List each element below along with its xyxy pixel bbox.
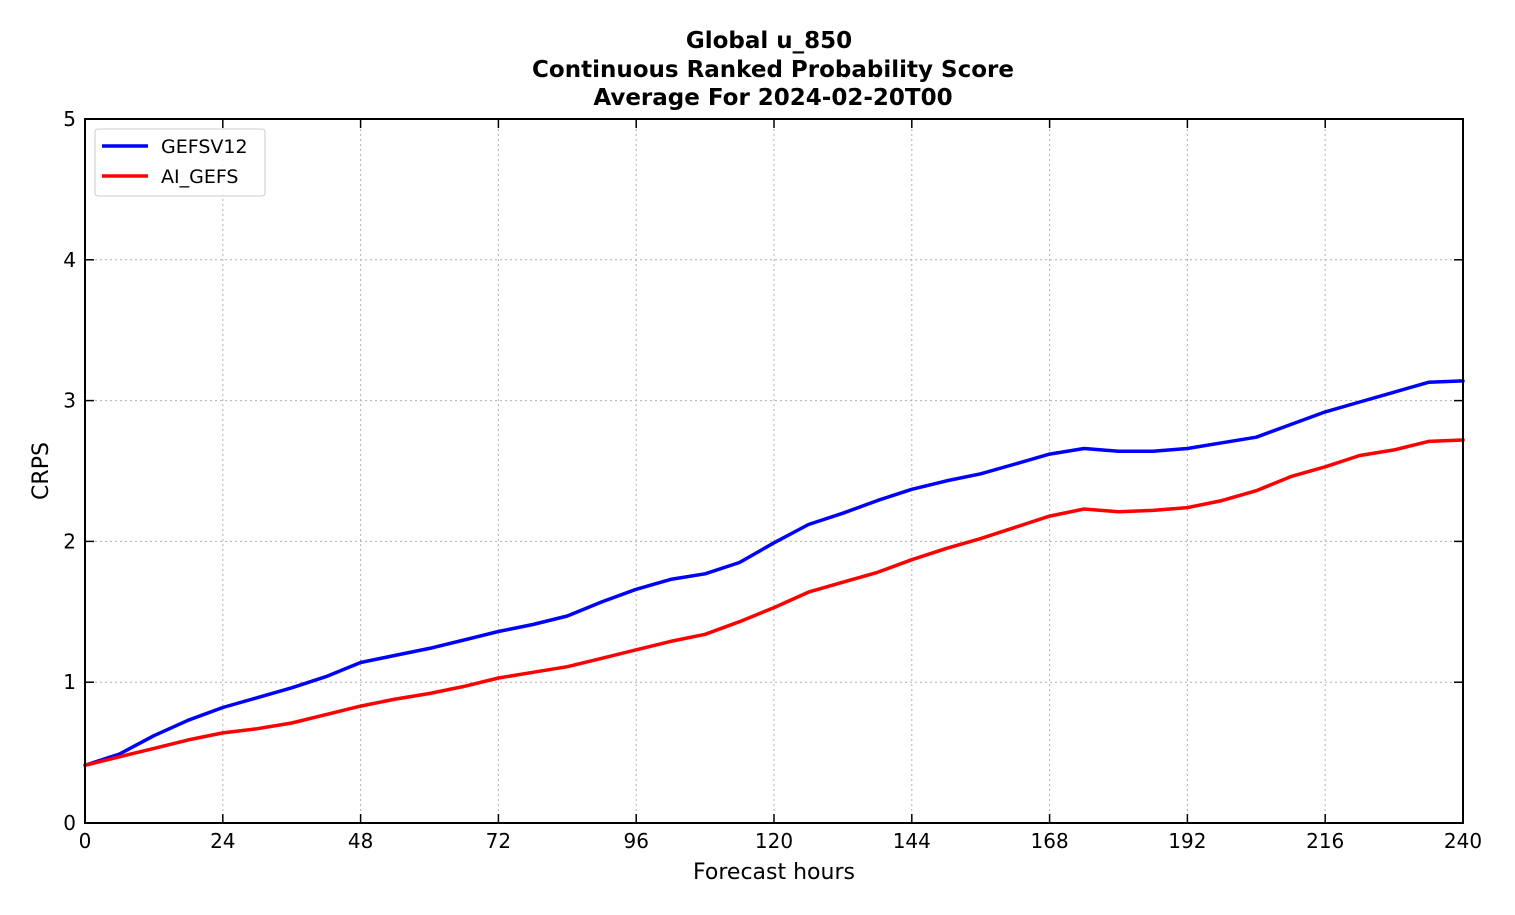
x-tick-label: 168	[1031, 829, 1069, 853]
x-tick-label: 192	[1168, 829, 1206, 853]
ticks	[84, 118, 1464, 824]
x-tick-label: 96	[623, 829, 648, 853]
x-tick-label: 120	[755, 829, 793, 853]
x-tick-label: 216	[1306, 829, 1344, 853]
y-tick-label: 0	[63, 811, 76, 835]
legend: GEFSV12 AI_GEFS	[94, 128, 266, 197]
y-tick-label: 3	[63, 389, 76, 413]
y-axis-label: CRPS	[29, 442, 54, 500]
y-tick-label: 4	[63, 248, 76, 272]
x-axis-label: Forecast hours	[693, 860, 855, 885]
tick-labels: 0 24 48 72 96 120 144 168 192 216 240 0 1 2 3 4 5	[63, 107, 1482, 853]
x-tick-label: 144	[893, 829, 931, 853]
legend-label-gefsv12: GEFSV12	[161, 136, 248, 158]
series-line-gefsv12	[83, 379, 1465, 768]
y-tick-label: 1	[63, 670, 76, 694]
x-tick-label: 0	[79, 829, 92, 853]
series-line-ai-gefs	[83, 438, 1465, 768]
chart-title: Global u_850 Continuous Ranked Probabili…	[532, 28, 1014, 111]
x-tick-label: 72	[486, 829, 511, 853]
chart-title-line-2: Continuous Ranked Probability Score	[532, 57, 1014, 83]
x-tick-label: 24	[210, 829, 235, 853]
x-tick-label: 240	[1444, 829, 1482, 853]
series-layer	[83, 379, 1465, 768]
chart-title-line-3: Average For 2024-02-20T00	[593, 85, 952, 111]
x-tick-label: 48	[348, 829, 373, 853]
chart-title-line-1: Global u_850	[686, 28, 852, 54]
y-tick-label: 5	[63, 107, 76, 131]
legend-label-ai-gefs: AI_GEFS	[161, 166, 238, 188]
y-tick-label: 2	[63, 529, 76, 553]
